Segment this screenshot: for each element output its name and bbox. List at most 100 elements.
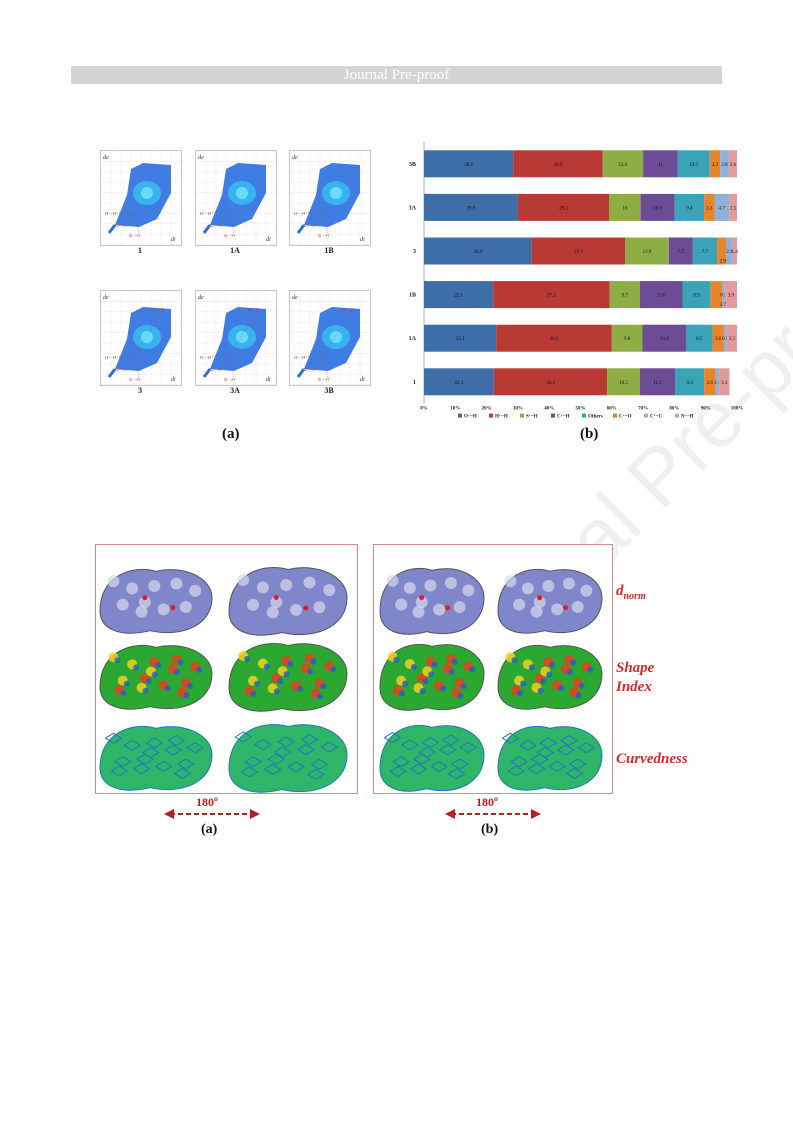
data-label: 9.7 — [622, 294, 629, 299]
data-label: 3.3 — [729, 337, 736, 342]
bar-segment — [643, 150, 678, 178]
bar-segment — [720, 150, 729, 178]
bar-segment — [424, 237, 532, 265]
shape-index-label: Shape Index — [616, 660, 655, 695]
fingerprint-plot-3: de di H···H O···H S···H N···H — [100, 290, 182, 386]
tick-label: 90% — [701, 407, 711, 412]
data-label: 10.9 — [653, 206, 662, 211]
svg-text:S···H: S···H — [129, 233, 140, 238]
data-label: 1.1 — [714, 381, 721, 386]
legend-entry: C···O — [619, 415, 632, 420]
bar-segment — [685, 324, 713, 352]
bar-segment — [704, 193, 715, 221]
data-label: 22.1 — [454, 294, 463, 299]
surface-a-right-shape — [228, 642, 348, 712]
svg-text:O···H: O···H — [210, 367, 221, 372]
category-label: 3B — [409, 162, 416, 168]
fingerprint-plot-3a: de di H···H O···H S···H N···H — [195, 290, 277, 386]
svg-text:O···H: O···H — [304, 367, 315, 372]
legend-entry: N···H — [681, 415, 694, 420]
category-label: 1A — [409, 336, 417, 342]
bar-segment — [424, 281, 494, 309]
fingerprint-plot-3b: de di H···H O···H S···H N···H — [289, 290, 371, 386]
svg-text:S···H: S···H — [224, 233, 235, 238]
bar-segment — [718, 368, 730, 396]
legend-swatch — [458, 413, 462, 418]
tick-label: 50% — [576, 407, 586, 412]
category-label: 3 — [413, 249, 416, 255]
data-label: 34.4 — [473, 250, 482, 255]
data-label: 4.7 — [719, 206, 726, 211]
bar-segment — [668, 237, 693, 265]
svg-text:de: de — [292, 295, 298, 301]
bar-segment — [513, 150, 603, 178]
bar-segment — [424, 150, 514, 178]
surface-b-left-curv — [379, 724, 485, 792]
data-label: 22.3 — [455, 381, 464, 386]
fingerprint-label-1a: 1A — [230, 246, 240, 255]
svg-text:O···H: O···H — [304, 223, 315, 228]
svg-text:O···H: O···H — [210, 223, 221, 228]
journal-banner: Journal Pre-proof — [71, 66, 722, 84]
surface-b-left-dnorm — [379, 567, 485, 635]
svg-text:H···H: H···H — [105, 211, 116, 216]
svg-text:di: di — [266, 377, 271, 383]
bar-segment — [424, 193, 518, 221]
bar-segment — [493, 368, 608, 396]
svg-text:de: de — [292, 155, 298, 161]
tick-label: 30% — [513, 407, 523, 412]
rotation-label-b: 180º — [476, 795, 498, 809]
bar-segment — [675, 368, 705, 396]
data-label: 3.7 — [720, 303, 727, 308]
data-label: 2.5 — [730, 206, 737, 211]
bar-segment — [726, 324, 737, 352]
data-label: 2.1 — [726, 250, 733, 255]
legend-entry: O···H — [464, 415, 477, 420]
bar-segment — [424, 368, 494, 396]
bar-segment — [710, 281, 722, 309]
legend-entry: S···H — [526, 415, 538, 420]
category-label: 1 — [413, 380, 416, 386]
bar-segment — [493, 281, 610, 309]
svg-text:H···H: H···H — [200, 355, 211, 360]
data-label: 2.8 — [721, 163, 728, 168]
data-label: 13.9 — [643, 250, 652, 255]
svg-text:H···H: H···H — [105, 355, 116, 360]
bar-segment — [714, 193, 730, 221]
data-label: 36.2 — [546, 381, 555, 386]
bar-segment — [517, 193, 610, 221]
svg-text:H···H: H···H — [200, 211, 211, 216]
legend-swatch — [644, 413, 648, 418]
legend-swatch — [613, 413, 617, 418]
bar-segment — [709, 150, 721, 178]
data-label: 13.9 — [660, 337, 669, 342]
data-label: 10 — [622, 206, 628, 211]
surface-b-left-shape — [379, 643, 485, 711]
data-label: 2.6 — [730, 163, 737, 168]
data-label: 9.3 — [686, 381, 693, 386]
data-label: 11 — [658, 163, 663, 168]
data-label: 9.4 — [686, 206, 693, 211]
svg-text:S···H: S···H — [318, 233, 329, 238]
svg-text:di: di — [171, 237, 176, 243]
data-label: 29.9 — [574, 250, 583, 255]
bar-segment — [607, 368, 640, 396]
bar-segment — [732, 237, 737, 265]
legend-entry: H···H — [495, 415, 508, 420]
bar-segment — [639, 368, 676, 396]
surface-panel-a — [95, 544, 358, 794]
svg-text:de: de — [103, 295, 109, 301]
data-label: 37.2 — [547, 294, 556, 299]
svg-text:di: di — [360, 237, 365, 243]
bar-segment — [729, 193, 737, 221]
sublabel-b-top: (b) — [580, 426, 599, 442]
sublabel-a-top: (a) — [222, 426, 240, 442]
svg-text:N···H: N···H — [153, 307, 164, 312]
surface-a-right-dnorm — [228, 566, 348, 636]
surface-a-left-curv — [99, 725, 213, 791]
bar-segment — [609, 193, 641, 221]
rotation-arrow-b — [445, 809, 541, 819]
data-label: 23.1 — [456, 337, 465, 342]
surface-a-left-shape — [99, 644, 213, 710]
tick-label: 10% — [450, 407, 460, 412]
